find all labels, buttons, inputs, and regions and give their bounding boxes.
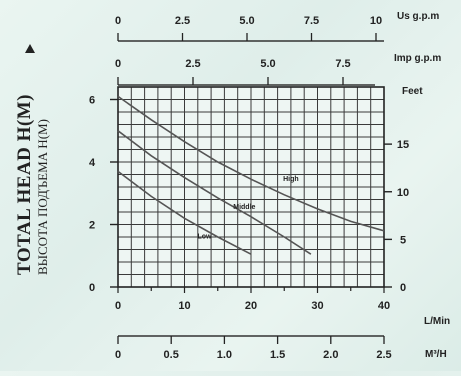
series-line-high <box>117 95 385 232</box>
bottom-m3h-tick-label: 2.5 <box>376 349 391 361</box>
bottom-m3h-tick-label: 2.0 <box>323 349 338 361</box>
plot-area: High Middle Low <box>110 86 392 293</box>
series-line-middle <box>117 130 312 255</box>
x-tick-label: 10 <box>178 300 190 312</box>
top-imp-tick-label: 2.5 <box>185 58 200 70</box>
x-tick-label: 20 <box>245 300 257 312</box>
top-imp-tick-label: 5.0 <box>260 58 275 70</box>
top-us-tick-label: 10 <box>370 15 382 27</box>
x-tick-label: 40 <box>378 300 390 312</box>
y-axis-arrow-icon <box>25 44 35 53</box>
top-us-tick-label: 2.5 <box>175 15 190 27</box>
x-tick-label: 30 <box>311 300 323 312</box>
y-axis-subtitle: ВЫСОТА ПОДЪЕМА H(M) <box>35 119 50 275</box>
bottom-m3h-tick-label: 1.5 <box>270 349 285 361</box>
top-imp-tick-label: 7.5 <box>335 58 350 70</box>
y-axis-title: TOTAL HEAD H(M) <box>14 94 35 275</box>
top-us-tick-label: 7.5 <box>304 15 319 27</box>
x-axis-unit: L/Min <box>424 316 450 327</box>
bottom-m3h-axis-unit: M³/H <box>425 349 447 360</box>
y-tick-label: 2 <box>89 220 95 232</box>
series-label-middle: Middle <box>233 204 255 211</box>
right-tick-label: 15 <box>397 139 409 151</box>
top-imp-tick-label: 0 <box>115 58 121 70</box>
series-label-low: Low <box>197 234 212 241</box>
top-us-tick-label: 0 <box>115 15 121 27</box>
right-feet-axis-unit: Feet <box>402 86 423 97</box>
bottom-m3h-tick-label: 1.0 <box>217 349 232 361</box>
bottom-m3h-tick-label: 0.5 <box>164 349 179 361</box>
series-line-low <box>117 170 252 255</box>
top-us-tick-label: 5.0 <box>239 15 254 27</box>
y-tick-label: 6 <box>89 95 95 107</box>
x-tick-label: 0 <box>115 300 121 312</box>
right-tick-label: 0 <box>400 282 406 294</box>
bottom-m3h-tick-label: 0 <box>115 349 121 361</box>
right-tick-label: 10 <box>397 187 409 199</box>
top-imp-axis-unit: Imp g.p.m <box>394 53 441 64</box>
series-label-high: High <box>283 176 299 183</box>
right-tick-label: 5 <box>400 234 406 246</box>
top-us-axis-unit: Us g.p.m <box>397 11 439 22</box>
y-tick-label: 4 <box>89 157 96 169</box>
y-tick-label: 0 <box>89 282 95 294</box>
